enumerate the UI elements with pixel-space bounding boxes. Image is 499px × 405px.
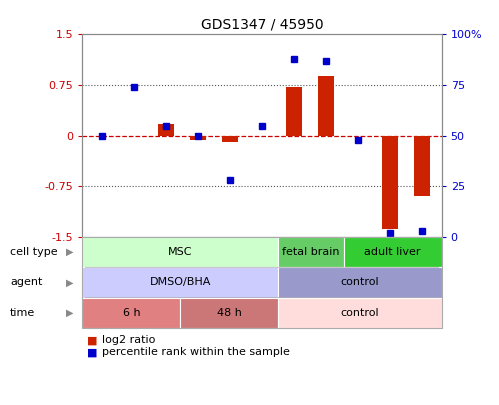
Bar xyxy=(382,136,398,229)
Bar xyxy=(286,87,302,136)
Bar xyxy=(222,136,238,143)
Text: fetal brain: fetal brain xyxy=(282,247,340,257)
Text: ■: ■ xyxy=(87,335,98,345)
Bar xyxy=(158,124,174,136)
Text: 48 h: 48 h xyxy=(217,308,242,318)
Text: ▶: ▶ xyxy=(66,308,74,318)
Text: cell type: cell type xyxy=(10,247,57,257)
Text: adult liver: adult liver xyxy=(364,247,421,257)
Bar xyxy=(414,136,430,196)
Bar xyxy=(318,76,334,136)
Text: time: time xyxy=(10,308,35,318)
Text: 6 h: 6 h xyxy=(123,308,140,318)
Text: ▶: ▶ xyxy=(66,247,74,257)
Text: control: control xyxy=(341,308,379,318)
Bar xyxy=(190,136,206,141)
Text: ▶: ▶ xyxy=(66,277,74,288)
Text: agent: agent xyxy=(10,277,42,288)
Text: percentile rank within the sample: percentile rank within the sample xyxy=(102,347,290,357)
Text: log2 ratio: log2 ratio xyxy=(102,335,156,345)
Text: MSC: MSC xyxy=(168,247,193,257)
Text: control: control xyxy=(341,277,379,288)
Text: DMSO/BHA: DMSO/BHA xyxy=(150,277,211,288)
Text: ■: ■ xyxy=(87,347,98,357)
Title: GDS1347 / 45950: GDS1347 / 45950 xyxy=(201,18,323,32)
